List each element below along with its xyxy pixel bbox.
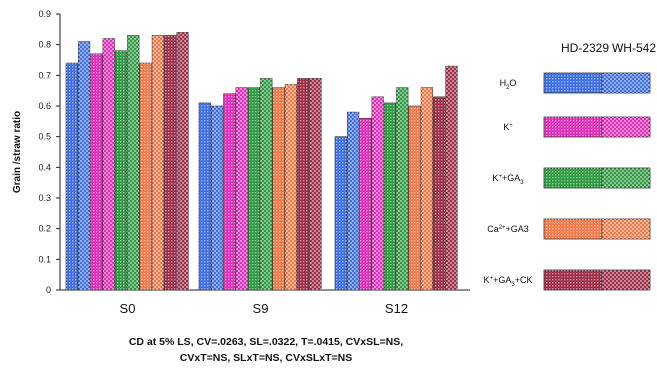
bar-texture xyxy=(102,38,115,291)
bar-texture xyxy=(139,63,152,290)
x-category-label: S0 xyxy=(120,301,136,316)
y-ticks: 0 0.1 0.2 0.3 0.4 0.5 0.6 0.7 0.8 0.9 xyxy=(38,9,60,295)
bars xyxy=(65,32,458,291)
bar xyxy=(247,87,261,291)
bar-texture xyxy=(152,35,164,290)
bar-texture xyxy=(115,50,127,290)
y-tick-label: 0.6 xyxy=(38,101,51,111)
bar xyxy=(309,78,322,291)
y-tick-label: 0.9 xyxy=(38,9,51,19)
bar-texture xyxy=(199,102,211,290)
bar-texture xyxy=(408,106,421,290)
bar xyxy=(433,96,446,291)
y-tick-label: 0.7 xyxy=(38,70,51,80)
bar xyxy=(139,62,152,291)
bar xyxy=(371,96,384,291)
bar xyxy=(223,93,236,291)
x-category-label: S9 xyxy=(253,301,269,316)
bar-texture xyxy=(433,96,445,290)
legend-swatch xyxy=(543,269,603,291)
bar xyxy=(383,102,397,291)
bar-texture xyxy=(285,84,297,291)
legend-swatch xyxy=(601,269,651,291)
bar-texture xyxy=(396,87,409,290)
bar-texture xyxy=(309,78,322,291)
bar-texture xyxy=(176,32,189,291)
bar-texture xyxy=(335,136,347,290)
x-category-label: S12 xyxy=(385,301,408,316)
legend-treatment-label: K++GA3+CK xyxy=(484,275,533,288)
legend-swatch xyxy=(543,72,603,94)
bar-texture xyxy=(384,102,396,290)
bar-texture xyxy=(78,41,90,290)
legend-variety-header: WH-542 xyxy=(612,41,656,55)
bar-texture xyxy=(235,87,248,290)
bar xyxy=(151,35,165,291)
legend-variety-header: HD-2329 xyxy=(561,41,609,55)
bar xyxy=(102,38,115,291)
legend-treatment-label: Ca2++GA3 xyxy=(487,224,529,234)
legend-swatch xyxy=(543,167,603,189)
bar xyxy=(164,35,177,291)
bar-texture xyxy=(248,87,260,290)
bar xyxy=(260,78,273,291)
legend-swatch xyxy=(601,116,651,138)
bar-texture xyxy=(359,118,372,291)
stat-note-line-2: CVxT=NS, SLxT=NS, CVxSLxT=NS xyxy=(180,352,352,364)
bar-texture xyxy=(347,112,359,290)
y-tick-label: 0.2 xyxy=(38,224,51,234)
bar-texture xyxy=(297,78,309,291)
legend-swatch xyxy=(543,116,603,138)
bar-texture xyxy=(223,93,236,290)
stat-note-line-1: CD at 5% LS, CV=.0263, SL=.0322, T=.0415… xyxy=(129,336,403,348)
bar-texture xyxy=(90,53,103,290)
bar xyxy=(396,87,409,291)
legend-swatch xyxy=(543,218,603,240)
bar xyxy=(334,136,347,291)
legend-swatch xyxy=(601,218,651,240)
bar-texture xyxy=(127,35,140,290)
x-categories: S0 S9 S12 xyxy=(120,301,409,316)
legend-treatment-label: K+ xyxy=(503,122,513,132)
bar xyxy=(65,62,78,291)
bar xyxy=(211,105,224,291)
legend: HD-2329 WH-542 H2O K+ K++GA3 Ca2++GA3 K++GA3+C… xyxy=(484,41,656,291)
legend-swatch xyxy=(601,72,651,94)
y-tick-label: 0.5 xyxy=(38,132,51,142)
y-tick-label: 0.1 xyxy=(38,254,51,264)
y-tick-label: 0 xyxy=(46,285,51,295)
bar xyxy=(78,41,91,291)
bar-texture xyxy=(66,63,78,290)
bar-texture xyxy=(445,66,458,290)
bar-texture xyxy=(211,106,223,290)
y-tick-label: 0.4 xyxy=(38,162,51,172)
bar xyxy=(114,50,128,291)
bar-texture xyxy=(164,35,176,290)
legend-swatch xyxy=(601,167,651,189)
bar xyxy=(272,87,285,291)
bar xyxy=(420,87,434,291)
bar xyxy=(445,65,458,291)
bar xyxy=(346,111,360,291)
legend-treatment-label: K++GA3 xyxy=(492,173,524,186)
y-tick-label: 0.3 xyxy=(38,193,51,203)
bar xyxy=(359,117,372,291)
y-tick-label: 0.8 xyxy=(38,40,51,50)
bar-texture xyxy=(371,96,384,290)
bar-texture xyxy=(421,87,433,290)
bar-texture xyxy=(272,87,285,290)
bar xyxy=(235,87,248,291)
bar xyxy=(284,84,298,291)
bar xyxy=(198,102,211,291)
bar xyxy=(297,78,310,291)
bar xyxy=(90,53,103,291)
bar xyxy=(408,105,421,291)
bar xyxy=(176,32,189,291)
bar-texture xyxy=(260,78,273,291)
legend-treatment-label: H2O xyxy=(500,78,517,91)
y-axis-label: Grain /straw ratio xyxy=(12,111,23,193)
bar xyxy=(127,35,140,291)
